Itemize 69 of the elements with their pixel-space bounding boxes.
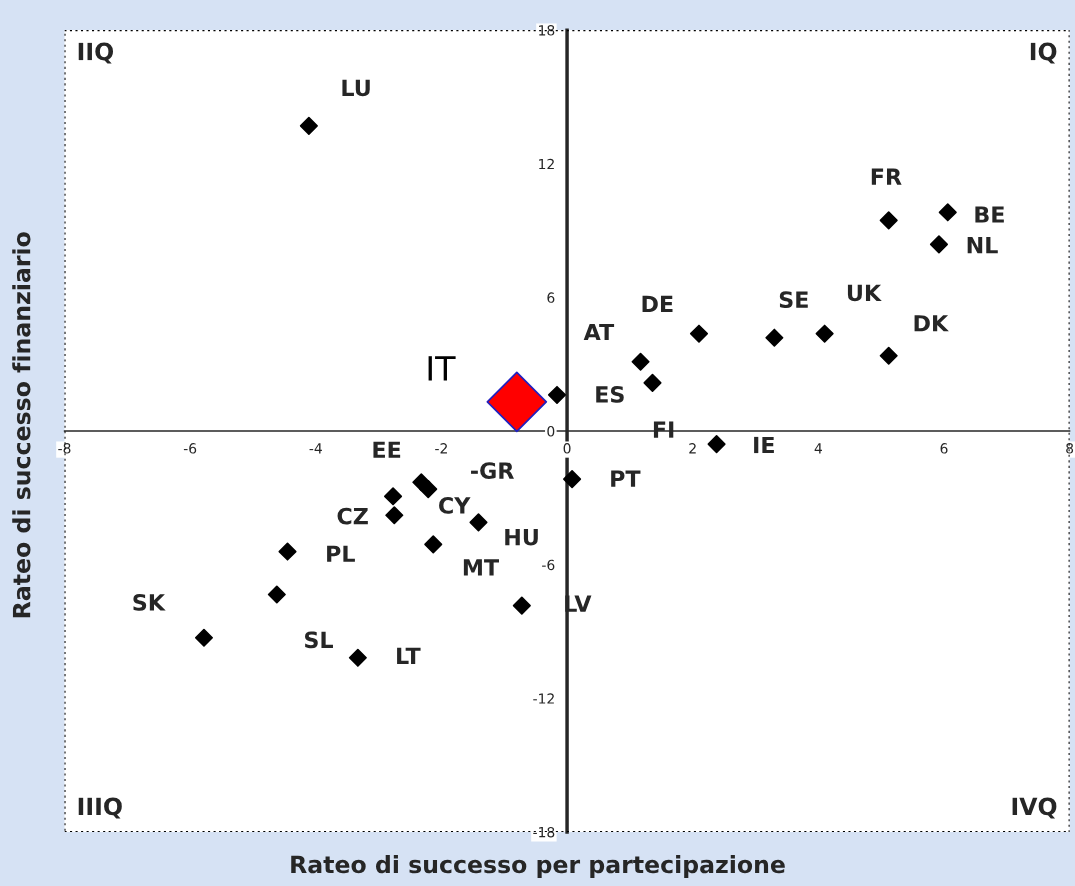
y-tick-label: 12 — [539, 158, 554, 170]
point — [194, 628, 214, 647]
annotation: SL — [305, 631, 333, 649]
annotation: IIQ — [78, 42, 114, 64]
annotation: IVQ — [1012, 797, 1057, 819]
x-tick-label: 4 — [814, 443, 822, 454]
point — [707, 435, 726, 454]
annotation: LU — [342, 79, 370, 97]
x-tick-label: -2 — [435, 443, 447, 454]
point — [689, 324, 709, 343]
point — [299, 116, 318, 135]
annotation: DE — [642, 295, 673, 313]
point — [563, 470, 582, 489]
point — [267, 585, 286, 604]
y-tick-label: -6 — [542, 559, 555, 571]
annotation: SE — [779, 291, 808, 309]
point — [419, 480, 438, 499]
annotation: LT — [397, 647, 421, 664]
point — [469, 513, 488, 532]
annotation: DK — [914, 315, 949, 332]
y-axis-title: Rateo di successo finanziario — [12, 232, 31, 618]
point — [385, 506, 404, 525]
y-tick-label: 6 — [547, 292, 555, 303]
point — [486, 371, 548, 433]
annotation: EE — [373, 441, 401, 458]
series-label: IT — [428, 356, 456, 381]
point — [929, 235, 949, 254]
annotation: FR — [871, 168, 902, 185]
y-tick-label: 18 — [539, 25, 555, 36]
x-tick-label: -4 — [309, 443, 322, 454]
x-axis-title: Rateo di successo per partecipazione — [291, 855, 785, 878]
annotation: CY — [439, 497, 471, 514]
annotation: ES — [596, 385, 624, 403]
x-tick-label: -6 — [183, 443, 197, 454]
annotation: IQ — [1030, 42, 1057, 64]
x-tick-label: -8 — [58, 443, 71, 454]
annotation: IIIQ — [78, 797, 122, 819]
y-tick-label: 0 — [547, 426, 555, 437]
point — [938, 203, 957, 222]
point — [383, 487, 403, 506]
annotation: SK — [133, 594, 166, 611]
annotation: CZ — [337, 507, 368, 525]
annotation: IE — [754, 436, 774, 454]
point — [424, 535, 443, 554]
x-tick-label: 8 — [1066, 443, 1074, 454]
y-tick-label: -18 — [533, 826, 555, 838]
point — [643, 373, 662, 392]
annotation: -GR — [471, 462, 514, 479]
x-tick-label: 0 — [563, 443, 571, 454]
point — [512, 596, 531, 615]
x-tick-label: 2 — [689, 443, 696, 454]
annotation: PT — [611, 470, 641, 487]
annotation: NL — [967, 237, 998, 254]
point — [547, 385, 567, 405]
point — [815, 324, 834, 343]
annotation: MT — [463, 559, 499, 576]
y-tick-label: -12 — [533, 693, 554, 704]
point — [879, 211, 898, 230]
annotation: UK — [847, 284, 882, 302]
point — [765, 328, 784, 347]
point — [278, 542, 297, 561]
annotation: PL — [327, 545, 355, 562]
point — [879, 346, 898, 365]
annotation: AT — [583, 323, 615, 341]
x-tick-label: 6 — [940, 443, 948, 454]
annotation: HU — [505, 528, 538, 546]
point — [348, 648, 367, 667]
annotation: BE — [975, 206, 1004, 223]
point — [631, 352, 650, 371]
